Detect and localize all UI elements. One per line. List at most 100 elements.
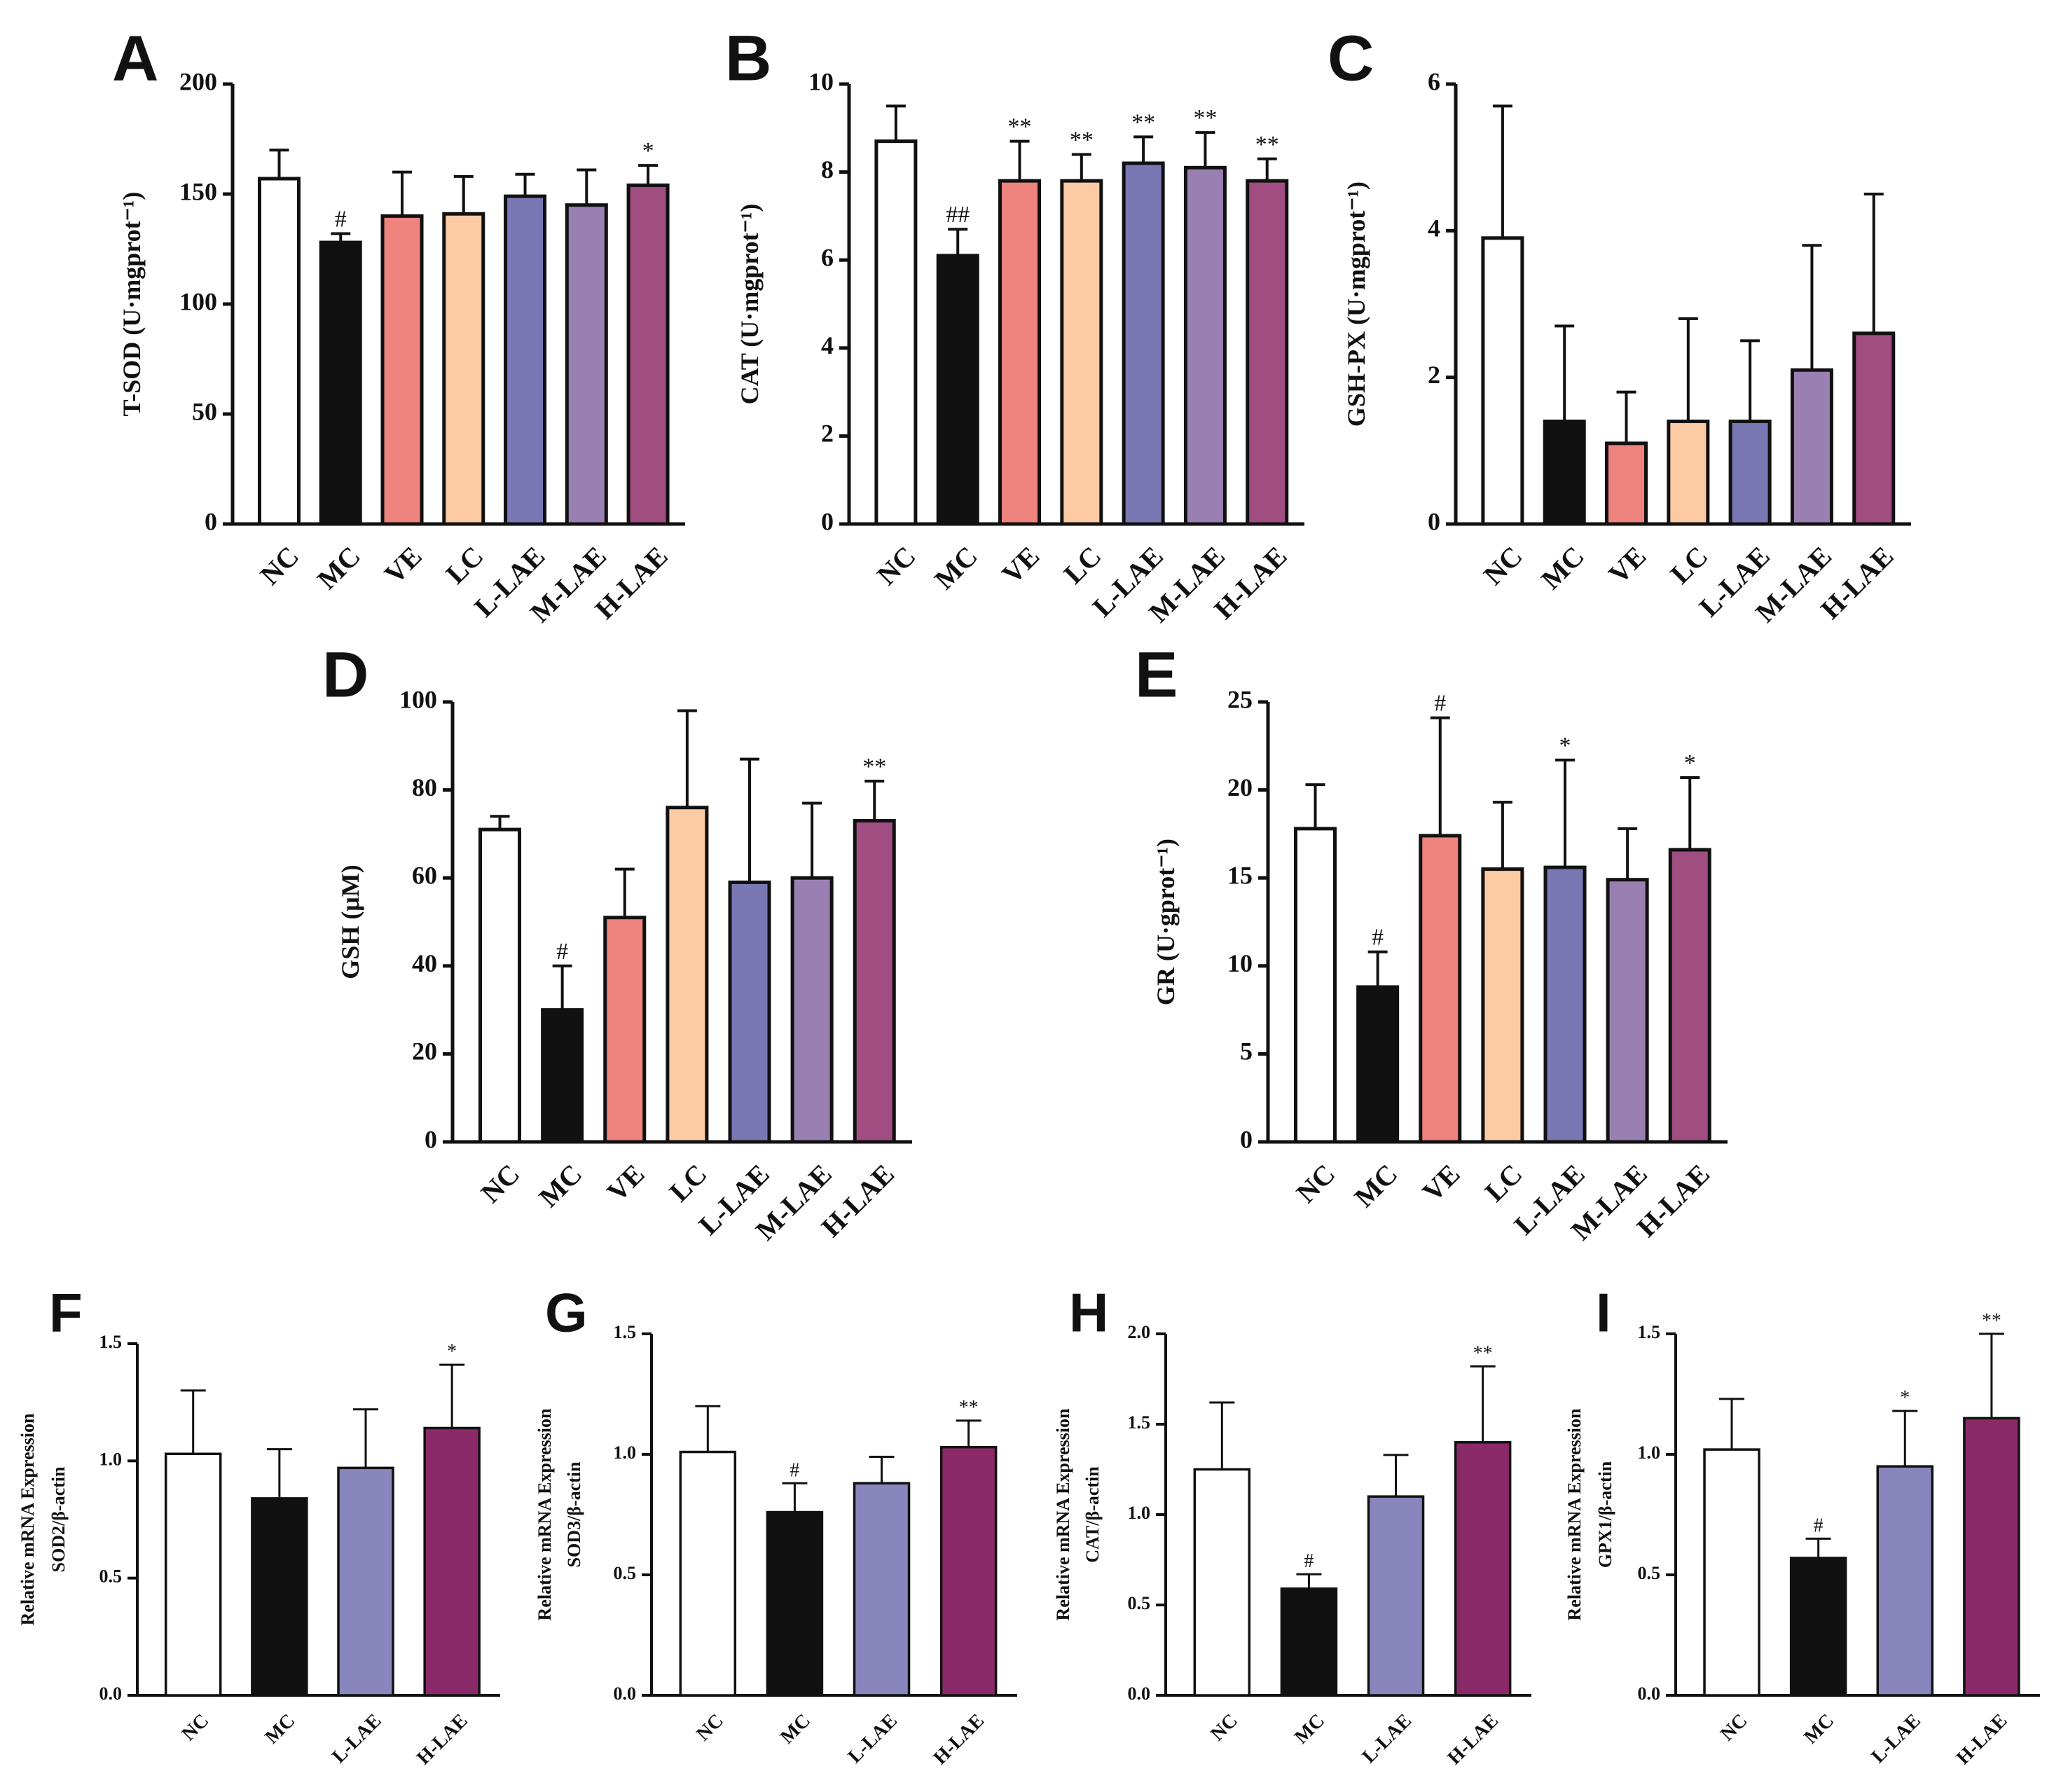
y-tick-label: 25	[1227, 685, 1253, 713]
category-label: LC	[1664, 540, 1714, 590]
y-tick-label: 50	[192, 397, 217, 425]
category-label: MC	[1800, 1710, 1838, 1749]
y-tick-label: 40	[412, 949, 437, 977]
significance-mark: **	[1070, 127, 1094, 153]
panel-label: A	[112, 22, 158, 94]
bar-m-lae	[1606, 878, 1649, 1144]
y-tick-label: 1.5	[614, 1322, 637, 1342]
bar-mc	[766, 1510, 824, 1697]
category-label: MC	[261, 1710, 299, 1749]
chart-panel-h: H 0.0 0.5 1.0 1.5 2.0 Relative mRNA Expression…	[1053, 1282, 1531, 1769]
category-label: NC	[1716, 1710, 1752, 1746]
bar-l-lae	[1367, 1495, 1425, 1697]
y-tick-label: 1.5	[99, 1332, 123, 1352]
bar-mc	[1543, 419, 1586, 526]
significance-mark: *	[642, 138, 654, 164]
y-tick-label: 100	[179, 287, 217, 315]
y-tick-label: 0.5	[1128, 1593, 1151, 1613]
chart-panel-i: I 0.0 0.5 1.0 1.5 Relative mRNA Expression GPX…	[1564, 1282, 2040, 1770]
panel-label: F	[49, 1282, 83, 1344]
bar-mc	[936, 254, 979, 526]
significance-mark: *	[1900, 1387, 1910, 1409]
y-axis-title: Relative mRNA Expression	[535, 1408, 555, 1620]
category-label: MC	[1290, 1710, 1329, 1749]
category-label: VE	[378, 540, 428, 590]
bar-mc	[319, 240, 362, 526]
y-tick-label: 6	[821, 243, 834, 271]
category-label: LC	[663, 1158, 712, 1208]
y-axis-title: Relative mRNA Expression	[18, 1413, 38, 1625]
y-tick-label: 200	[179, 67, 217, 95]
y-axis-title-line2: GPX1/β-actin	[1595, 1461, 1615, 1568]
category-label: NC	[692, 1710, 728, 1746]
bar-mc	[541, 1008, 584, 1144]
y-tick-label: 2	[821, 420, 834, 448]
bar-h-lae	[1963, 1417, 2020, 1697]
y-tick-label: 1.0	[1638, 1442, 1661, 1463]
significance-mark: *	[1559, 733, 1571, 759]
y-tick-label: 0.0	[1128, 1683, 1151, 1704]
y-tick-label: 150	[179, 177, 217, 205]
bar-ve	[1605, 441, 1648, 526]
bar-h-lae	[939, 1445, 998, 1697]
category-label: H-LAE	[1952, 1710, 2012, 1770]
bar-ve	[1419, 834, 1462, 1144]
y-axis-title: CAT (U·mgprot⁻¹)	[736, 204, 764, 405]
y-tick-label: 1.5	[1128, 1412, 1151, 1433]
category-label: H-LAE	[413, 1710, 472, 1770]
category-label: VE	[1416, 1158, 1466, 1208]
y-axis-title: GSH-PX (U·mgprot⁻¹)	[1342, 181, 1370, 427]
panel-label: D	[322, 639, 368, 710]
panel-label: E	[1135, 639, 1178, 710]
bar-h-lae	[1852, 331, 1896, 526]
category-label: NC	[178, 1710, 214, 1746]
category-label: MC	[311, 540, 366, 595]
significance-mark: #	[1434, 691, 1446, 717]
bar-nc	[1193, 1468, 1251, 1697]
chart-panel-g: G 0.0 0.5 1.0 1.5 Relative mRNA Expression SOD…	[535, 1282, 1017, 1769]
y-axis-title: T-SOD (U·mgprot⁻¹)	[118, 192, 146, 417]
y-axis-title: GSH (μM)	[336, 864, 364, 979]
significance-mark: **	[1193, 105, 1217, 131]
bar-h-lae	[1668, 848, 1711, 1144]
y-tick-label: 0	[821, 507, 834, 535]
panel-label: I	[1596, 1282, 1611, 1344]
category-label: NC	[871, 540, 922, 591]
bar-ve	[998, 179, 1042, 526]
y-tick-label: 0	[1428, 507, 1440, 535]
y-tick-label: 0.0	[1638, 1683, 1661, 1704]
significance-mark: #	[790, 1459, 799, 1481]
category-label: LC	[439, 540, 489, 590]
bar-ve	[380, 214, 424, 526]
bar-l-lae	[1122, 161, 1165, 526]
bar-l-lae	[1543, 865, 1587, 1144]
bar-l-lae	[853, 1482, 911, 1697]
y-tick-label: 1.5	[1638, 1322, 1661, 1342]
significance-mark: **	[1008, 114, 1032, 140]
category-label: NC	[1206, 1710, 1242, 1746]
panel-label: B	[725, 22, 771, 94]
chart-panel-b: B 0 2 4 6 8 10 CAT (U·mgprot⁻¹) NC ## MC ** VE ** LC **…	[725, 22, 1304, 628]
bar-h-lae	[1454, 1441, 1512, 1697]
y-tick-label: 8	[821, 156, 834, 184]
category-label: LC	[1478, 1158, 1528, 1208]
bar-h-lae	[626, 183, 670, 526]
bar-lc	[1060, 179, 1103, 526]
y-tick-label: 0.5	[1638, 1563, 1661, 1583]
significance-mark: **	[862, 754, 886, 780]
y-tick-label: 20	[1227, 773, 1253, 801]
significance-mark: #	[1814, 1515, 1824, 1536]
y-tick-label: 2	[1428, 361, 1440, 389]
y-tick-label: 60	[412, 861, 437, 889]
bar-nc	[679, 1450, 737, 1697]
bar-mc	[1356, 985, 1400, 1144]
y-tick-label: 0.5	[99, 1566, 123, 1587]
bar-nc	[1703, 1448, 1760, 1697]
category-label: NC	[1477, 540, 1529, 591]
chart-panel-a: A 0 50 100 150 200 T-SOD (U·mgprot⁻¹) NC # MC VE LC…	[112, 22, 685, 628]
y-tick-label: 20	[412, 1038, 437, 1066]
